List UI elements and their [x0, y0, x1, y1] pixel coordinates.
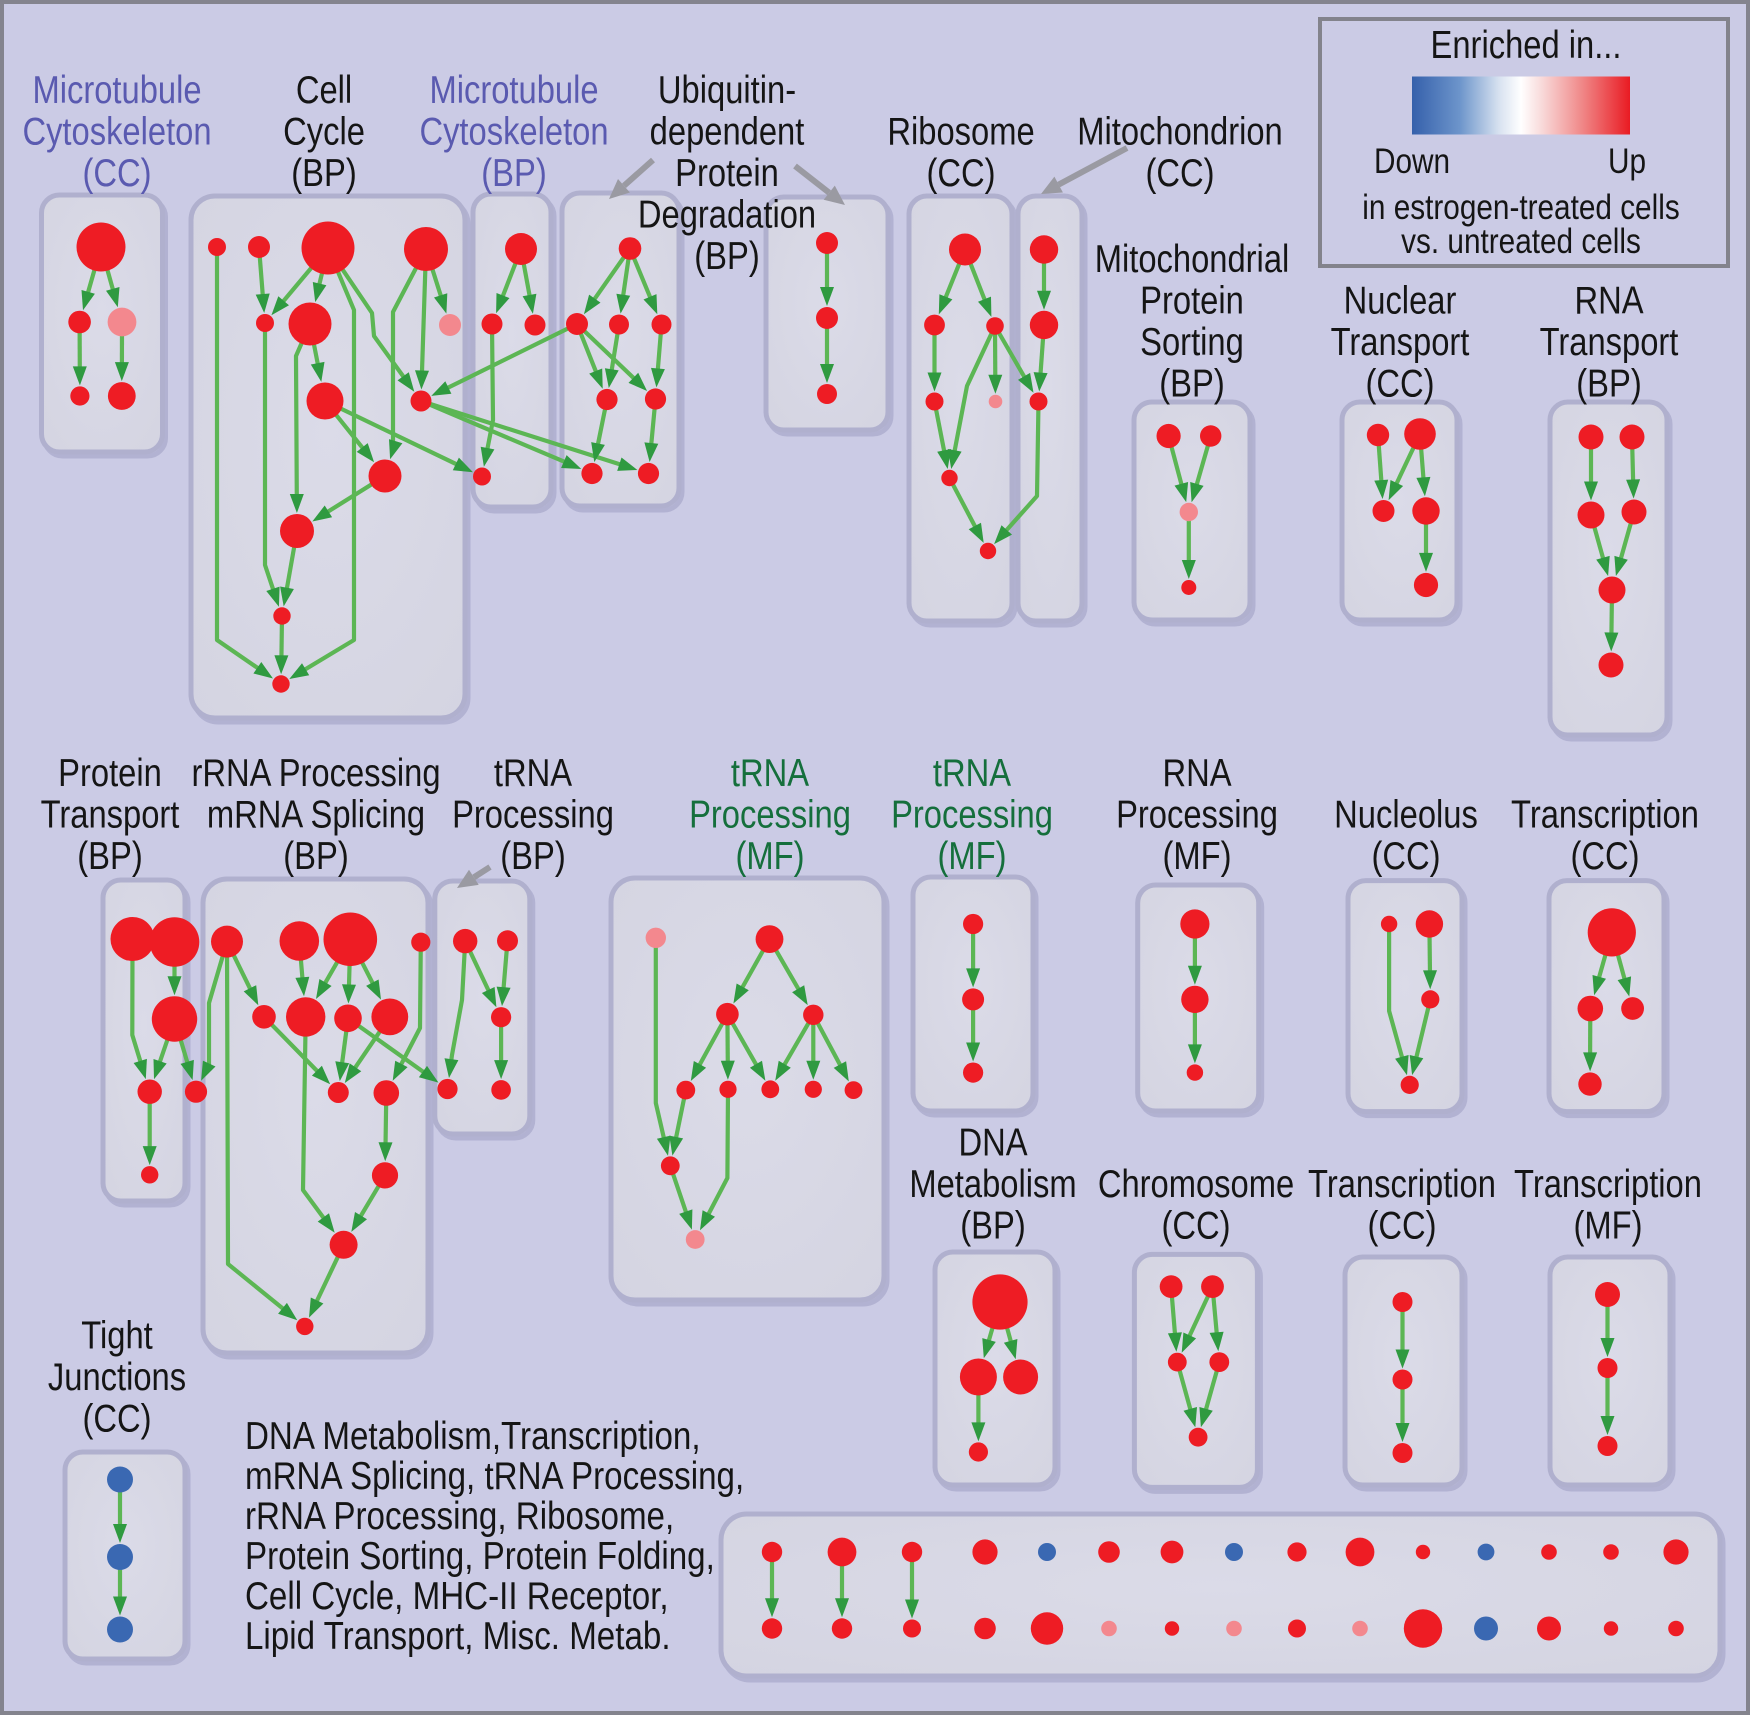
svg-text:rRNA Processing: rRNA Processing: [191, 752, 440, 795]
svg-text:Junctions: Junctions: [48, 1356, 186, 1399]
svg-text:Sorting: Sorting: [1140, 321, 1244, 364]
svg-text:Enriched in...: Enriched in...: [1431, 24, 1622, 67]
svg-text:DNA Metabolism,Transcription,: DNA Metabolism,Transcription,: [245, 1413, 701, 1457]
svg-text:Transcription: Transcription: [1511, 793, 1699, 836]
svg-text:(CC): (CC): [1365, 362, 1434, 405]
svg-text:tRNA: tRNA: [933, 752, 1011, 795]
svg-text:Down: Down: [1374, 142, 1450, 181]
svg-text:Mitochondrial: Mitochondrial: [1095, 238, 1290, 281]
svg-text:(MF): (MF): [1573, 1204, 1642, 1247]
svg-text:(BP): (BP): [291, 152, 356, 195]
svg-text:Cytoskeleton: Cytoskeleton: [419, 110, 608, 153]
svg-text:(CC): (CC): [1161, 1204, 1230, 1247]
svg-text:vs. untreated cells: vs. untreated cells: [1401, 222, 1641, 261]
svg-text:Nuclear: Nuclear: [1344, 279, 1457, 322]
svg-text:(CC): (CC): [926, 152, 995, 195]
svg-text:Cytoskeleton: Cytoskeleton: [22, 110, 211, 153]
svg-text:Tight: Tight: [81, 1314, 153, 1357]
svg-text:Up: Up: [1608, 142, 1646, 181]
svg-text:(CC): (CC): [1367, 1204, 1436, 1247]
svg-text:tRNA: tRNA: [494, 752, 572, 795]
svg-text:in estrogen-treated cells: in estrogen-treated cells: [1362, 188, 1679, 227]
svg-text:Microtubule: Microtubule: [429, 69, 598, 112]
svg-text:(BP): (BP): [960, 1204, 1025, 1247]
svg-text:(BP): (BP): [500, 835, 565, 878]
svg-text:(BP): (BP): [694, 235, 759, 278]
svg-text:Protein: Protein: [1140, 279, 1244, 322]
svg-text:rRNA Processing, Ribosome,: rRNA Processing, Ribosome,: [245, 1493, 674, 1537]
svg-text:DNA: DNA: [958, 1121, 1027, 1164]
svg-text:Cycle: Cycle: [283, 110, 365, 153]
svg-text:Microtubule: Microtubule: [32, 69, 201, 112]
svg-text:(BP): (BP): [283, 835, 348, 878]
svg-text:(BP): (BP): [481, 152, 546, 195]
svg-text:Processing: Processing: [1116, 793, 1278, 836]
svg-text:(MF): (MF): [735, 835, 804, 878]
svg-text:RNA: RNA: [1574, 279, 1643, 322]
svg-text:tRNA: tRNA: [731, 752, 809, 795]
svg-text:(CC): (CC): [1570, 835, 1639, 878]
svg-text:Protein: Protein: [58, 752, 162, 795]
svg-text:(CC): (CC): [1371, 835, 1440, 878]
svg-text:Chromosome: Chromosome: [1098, 1163, 1294, 1206]
svg-text:(CC): (CC): [82, 152, 151, 195]
svg-text:Processing: Processing: [689, 793, 851, 836]
svg-text:Transcription: Transcription: [1514, 1163, 1702, 1206]
svg-text:(MF): (MF): [937, 835, 1006, 878]
svg-text:(CC): (CC): [1145, 152, 1214, 195]
svg-text:(MF): (MF): [1162, 835, 1231, 878]
svg-text:(CC): (CC): [82, 1397, 151, 1440]
svg-text:(BP): (BP): [1576, 362, 1641, 405]
svg-text:Ribosome: Ribosome: [887, 110, 1034, 153]
svg-text:Nucleolus: Nucleolus: [1334, 793, 1478, 836]
svg-text:Ubiquitin-: Ubiquitin-: [658, 69, 796, 112]
svg-text:Transport: Transport: [41, 793, 180, 836]
svg-text:Processing: Processing: [452, 793, 614, 836]
svg-text:Transcription: Transcription: [1308, 1163, 1496, 1206]
svg-text:Metabolism: Metabolism: [909, 1163, 1076, 1206]
svg-text:(BP): (BP): [1159, 362, 1224, 405]
svg-text:mRNA Splicing: mRNA Splicing: [207, 793, 425, 836]
svg-text:Processing: Processing: [891, 793, 1053, 836]
svg-text:(BP): (BP): [77, 835, 142, 878]
svg-text:Mitochondrion: Mitochondrion: [1077, 110, 1282, 153]
svg-text:Protein: Protein: [675, 152, 779, 195]
svg-text:Transport: Transport: [1540, 321, 1679, 364]
svg-text:Protein Sorting, Protein Foldi: Protein Sorting, Protein Folding,: [245, 1533, 715, 1577]
svg-text:Cell Cycle, MHC-II Receptor,: Cell Cycle, MHC-II Receptor,: [245, 1573, 669, 1617]
svg-text:Cell: Cell: [296, 69, 352, 112]
svg-text:RNA: RNA: [1162, 752, 1231, 795]
svg-text:Degradation: Degradation: [638, 193, 816, 236]
svg-text:mRNA Splicing, tRNA Processing: mRNA Splicing, tRNA Processing,: [245, 1453, 744, 1497]
svg-text:Lipid Transport, Misc. Metab.: Lipid Transport, Misc. Metab.: [245, 1613, 671, 1657]
svg-text:Transport: Transport: [1331, 321, 1470, 364]
svg-text:dependent: dependent: [650, 110, 805, 153]
